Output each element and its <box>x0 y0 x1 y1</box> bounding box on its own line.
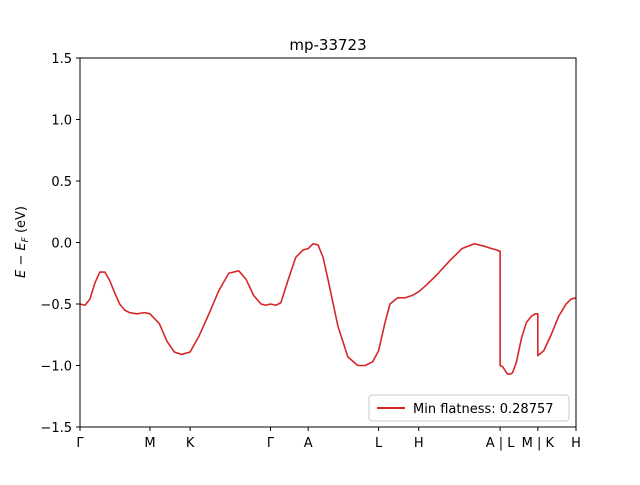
y-tick-label: 0.5 <box>51 175 72 190</box>
y-tick-label: −1.0 <box>40 360 72 375</box>
x-tick-label: K <box>186 436 195 451</box>
y-tick-label: −1.5 <box>40 421 72 436</box>
x-tick-label: M | K <box>522 436 555 451</box>
y-axis-ticks: 1.5 1.0 0.5 0.0 −0.5 −1.0 −1.5 <box>40 52 80 436</box>
x-tick-label: Γ <box>76 436 84 451</box>
x-tick-label: M <box>144 436 155 451</box>
legend-label: Min flatness: 0.28757 <box>413 402 554 417</box>
y-tick-label: 1.5 <box>51 52 72 67</box>
x-tick-label: Γ <box>267 436 275 451</box>
y-tick-label: −0.5 <box>40 298 72 313</box>
x-axis-ticks: Γ M K Γ A L H A | L M | K H <box>76 427 581 451</box>
x-tick-label: H <box>571 436 581 451</box>
legend: Min flatness: 0.28757 <box>368 394 570 422</box>
series-layer <box>79 242 577 375</box>
y-tick-label: 1.0 <box>51 114 72 129</box>
y-tick-label: 0.0 <box>51 237 72 252</box>
x-tick-label: H <box>414 436 424 451</box>
series-line <box>79 242 577 375</box>
y-axis-label: E − EF (eV) <box>14 206 31 278</box>
plot-area-frame <box>79 57 577 428</box>
x-tick-label: L <box>375 436 383 451</box>
legend-box <box>368 394 570 422</box>
x-tick-label: A <box>304 436 313 451</box>
chart-title: mp-33723 <box>289 36 366 54</box>
x-tick-label: A | L <box>486 436 516 451</box>
